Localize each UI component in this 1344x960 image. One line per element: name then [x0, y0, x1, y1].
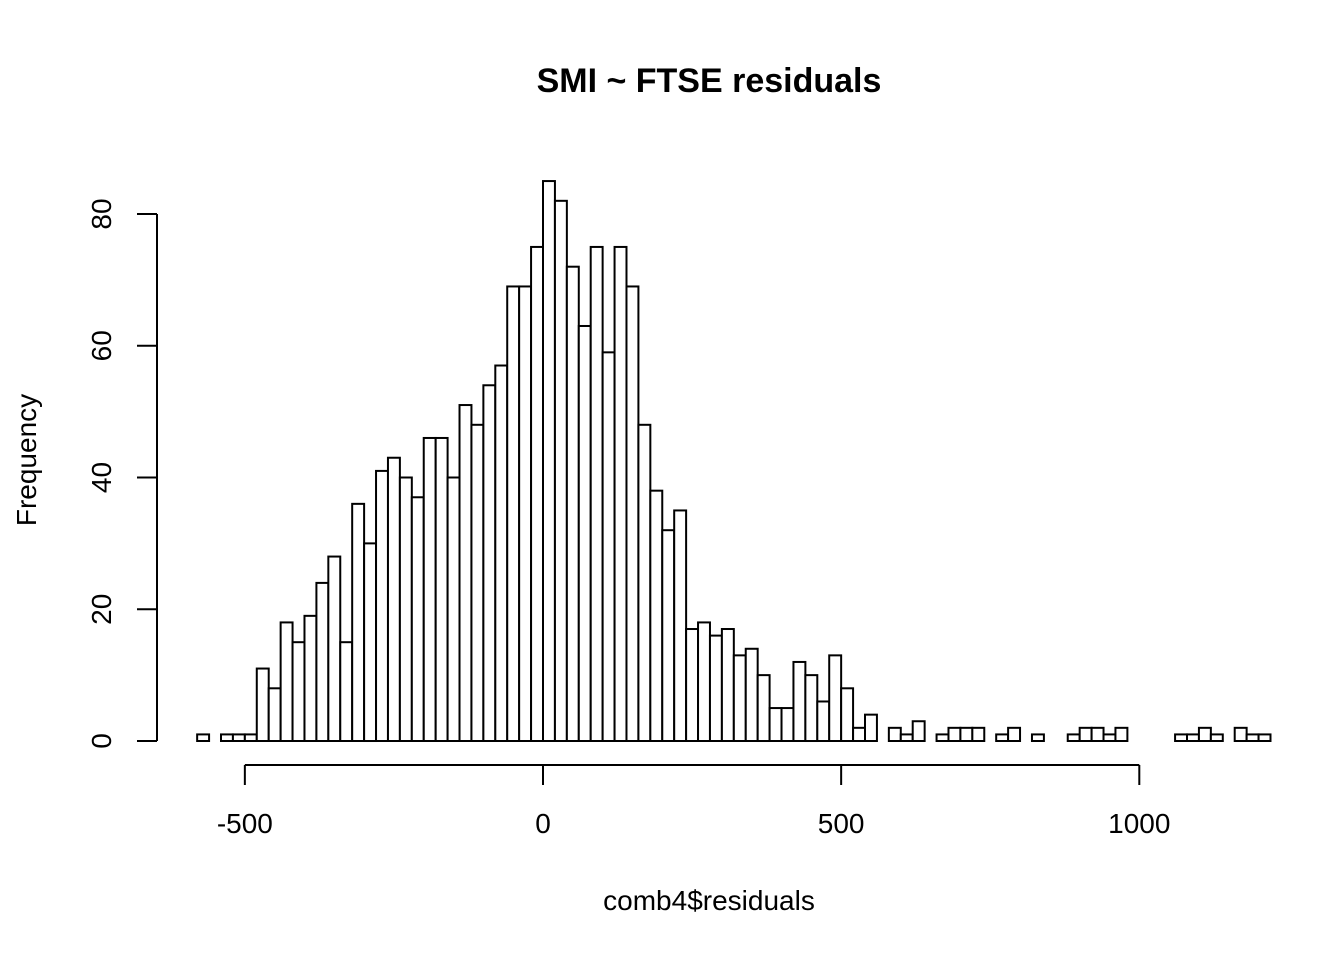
histogram-bar: [470, 423, 485, 742]
histogram-bar: [565, 265, 580, 742]
histogram-bar: [828, 654, 843, 742]
histogram-bar: [756, 674, 771, 743]
histogram-bar: [685, 628, 700, 743]
histogram-bar: [434, 436, 449, 742]
histogram-bar: [852, 726, 867, 743]
histogram-bar: [1233, 726, 1248, 743]
histogram-bar: [1066, 733, 1081, 742]
histogram-bar: [732, 654, 747, 742]
histogram-bar: [446, 476, 461, 742]
x-axis: -500 0 500 1000: [217, 764, 1170, 839]
histogram-bar: [768, 707, 783, 742]
histogram-bar: [708, 634, 723, 742]
histogram-bar: [673, 509, 688, 742]
y-tick-label: 20: [86, 594, 117, 625]
x-tick-label: -500: [217, 808, 273, 839]
histogram-bar: [935, 733, 950, 742]
histogram-bar: [661, 529, 676, 743]
histogram-bar: [243, 733, 258, 742]
histogram-bar: [279, 621, 294, 742]
histogram-bar: [1007, 726, 1022, 743]
chart-title: SMI ~ FTSE residuals: [537, 62, 882, 100]
histogram-bar: [649, 489, 664, 743]
histogram-bar: [1090, 726, 1105, 743]
histogram-bar: [1257, 733, 1272, 742]
histogram-bar: [887, 726, 902, 743]
y-tick-label: 0: [86, 733, 117, 749]
histogram-bar: [1245, 733, 1260, 742]
histogram-bar: [1078, 726, 1093, 743]
histogram-bar: [375, 469, 389, 742]
histogram-bar: [613, 245, 628, 742]
histogram-bar: [255, 667, 270, 742]
histogram-bar: [1209, 733, 1224, 742]
histogram-bar: [995, 733, 1010, 742]
histogram-bar: [577, 324, 592, 742]
histogram-bar: [542, 180, 556, 742]
histogram-bar: [1114, 726, 1129, 743]
histogram-bar: [327, 555, 342, 742]
histogram-bar: [697, 621, 711, 742]
histogram-bar: [303, 614, 318, 743]
histogram-bar: [589, 245, 604, 742]
y-axis-label: Frequency: [11, 394, 42, 526]
histogram-bar: [911, 720, 926, 742]
histogram-bar: [553, 199, 568, 742]
histogram-bars: [196, 180, 1272, 743]
x-tick-label: 0: [535, 808, 551, 839]
histogram-bar: [518, 285, 533, 742]
x-axis-label: comb4$residuals: [603, 885, 815, 916]
y-tick-label: 60: [86, 330, 117, 361]
histogram-bar: [625, 285, 640, 742]
histogram-bar: [196, 733, 211, 742]
histogram-bar: [720, 628, 735, 743]
histogram-bar: [339, 641, 354, 742]
histogram-bar: [792, 660, 807, 743]
histogram-bar: [1186, 733, 1200, 742]
y-axis: 0 20 40 60 80: [86, 198, 158, 749]
histogram-bar: [386, 456, 401, 742]
histogram-bar: [458, 404, 473, 742]
histogram-bar: [1030, 733, 1045, 742]
histogram-bar: [816, 700, 831, 742]
histogram-bar: [506, 285, 521, 742]
histogram-bar: [840, 687, 855, 742]
histogram-bar: [1197, 726, 1212, 743]
histogram-bar: [804, 674, 819, 743]
histogram-bar: [780, 707, 795, 742]
y-tick-label: 80: [86, 198, 117, 229]
histogram-bar: [422, 436, 437, 742]
histogram-bar: [363, 542, 378, 743]
histogram-bar: [482, 384, 497, 742]
histogram-bar: [899, 733, 914, 742]
histogram-bar: [637, 423, 652, 742]
histogram-bar: [1174, 733, 1189, 742]
histogram-bar: [959, 726, 974, 743]
histogram-bar: [410, 496, 425, 743]
y-tick-label: 40: [86, 462, 117, 493]
histogram-bar: [494, 364, 509, 742]
histogram-bar: [231, 733, 246, 742]
histogram-bar: [947, 726, 962, 743]
histogram-bar: [971, 726, 986, 743]
histogram-bar: [220, 733, 234, 742]
x-tick-label: 1000: [1108, 808, 1170, 839]
histogram-bar: [267, 687, 282, 742]
histogram-bar: [864, 713, 878, 743]
histogram-bar: [530, 245, 545, 742]
histogram-bar: [315, 581, 330, 743]
histogram-bar: [291, 641, 306, 742]
histogram-bar: [744, 647, 759, 743]
histogram-bar: [601, 351, 616, 742]
histogram-bar: [1102, 733, 1117, 742]
histogram-bar: [398, 476, 413, 742]
x-tick-label: 500: [818, 808, 865, 839]
histogram-bar: [351, 502, 366, 742]
